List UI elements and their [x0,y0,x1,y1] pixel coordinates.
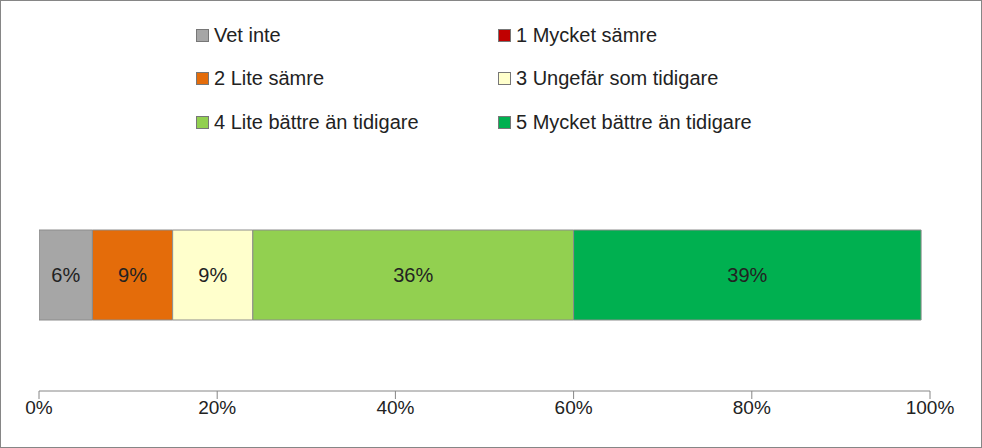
html-text:2 Lite sämre: 2 Lite sämre [214,67,325,89]
svg-text:80%: 80% [733,397,771,418]
svg-text:39%: 39% [727,264,767,286]
svg-text:9%: 9% [118,264,147,286]
html-text:1 Mycket sämre: 1 Mycket sämre [516,24,658,46]
svg-text:9%: 9% [198,264,227,286]
html-text:Vet inte: Vet inte [214,24,281,46]
html-text:4 Lite bättre än tidigare: 4 Lite bättre än tidigare [214,111,419,133]
svg-text:20%: 20% [198,397,236,418]
svg-text:36%: 36% [393,264,433,286]
svg-text:40%: 40% [376,397,414,418]
html-text:3 Ungefär som tidigare: 3 Ungefär som tidigare [516,67,719,89]
html-text:5 Mycket bättre än tidigare: 5 Mycket bättre än tidigare [516,111,752,133]
svg-text:6%: 6% [51,264,80,286]
svg-text:0%: 0% [25,397,53,418]
svg-text:100%: 100% [906,397,955,418]
svg-text:60%: 60% [555,397,593,418]
